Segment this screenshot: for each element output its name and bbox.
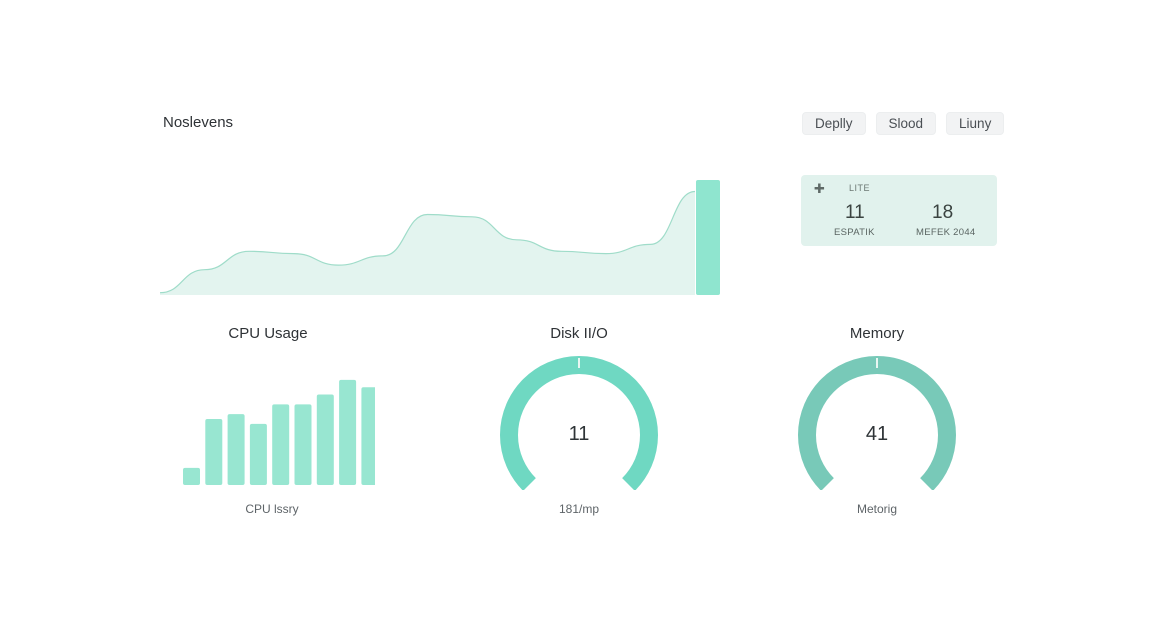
disk-io-title: Disk II/O	[550, 325, 608, 342]
slood-button[interactable]: Slood	[875, 112, 937, 135]
area-highlight-bar	[696, 180, 720, 295]
memory-caption: Metorig	[856, 502, 897, 516]
disk-io-gauge	[500, 356, 658, 490]
cpu-usage-title: CPU Usage	[228, 325, 308, 342]
stat-card-label: LITE	[849, 183, 871, 193]
liuny-button[interactable]: Liuny	[946, 112, 1005, 135]
cpu-bar	[361, 387, 375, 485]
memory-title: Memory	[849, 325, 905, 342]
memory-gauge	[798, 356, 956, 490]
cpu-bar	[183, 467, 200, 485]
cpu-bar	[316, 394, 334, 485]
cpu-bar	[339, 379, 357, 485]
page-title: Noslevens	[163, 114, 234, 131]
stat-caption-left: ESPATIK	[834, 227, 875, 238]
cpu-bar	[272, 404, 290, 485]
area-chart	[160, 180, 720, 295]
stat-value-left: 11	[845, 202, 865, 223]
memory-value: 41	[865, 423, 889, 445]
stat-card: ✚ LITE 11 ESPATIK 18 MEFEK 2044	[801, 175, 997, 246]
area-fill	[160, 191, 695, 295]
area-line	[160, 190, 696, 294]
disk-io-value: 11	[568, 423, 590, 445]
cpu-usage-caption: CPU lssry	[245, 502, 299, 516]
cpu-bar-chart	[183, 379, 375, 485]
plus-icon[interactable]: ✚	[814, 181, 825, 196]
stat-caption-right: MEFEK 2044	[916, 227, 976, 238]
top-toolbar: Deplly Slood Liuny	[802, 112, 1005, 135]
disk-io-caption: 181/mp	[558, 502, 600, 516]
cpu-bar	[249, 423, 267, 485]
cpu-bar	[294, 404, 312, 485]
stat-value-right: 18	[932, 202, 954, 223]
cpu-bar	[205, 419, 223, 485]
deploy-button[interactable]: Deplly	[802, 112, 866, 135]
cpu-bar	[227, 414, 245, 485]
